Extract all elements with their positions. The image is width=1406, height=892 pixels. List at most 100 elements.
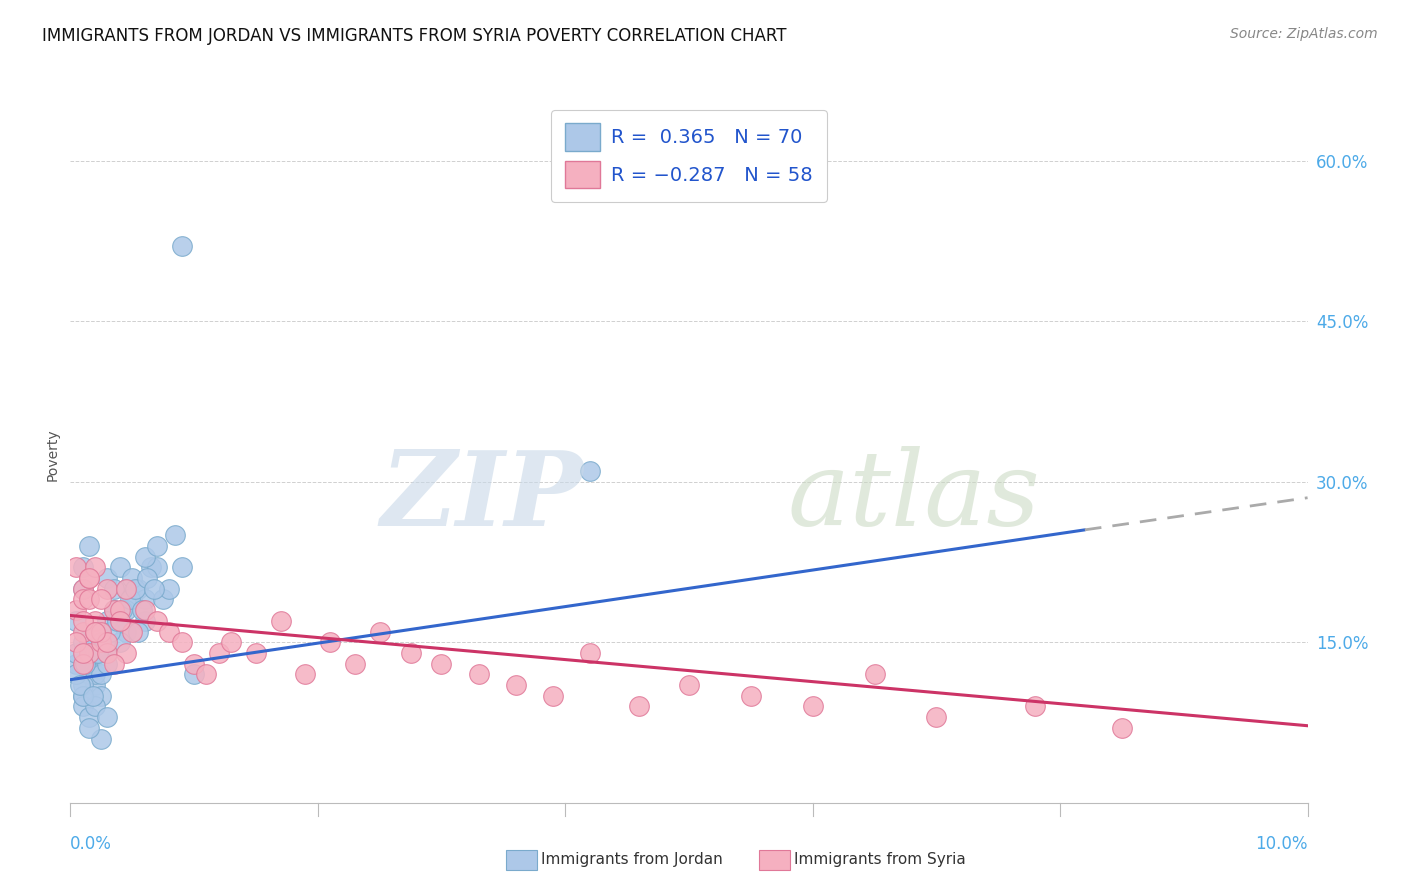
Point <box>165 528 187 542</box>
Point <box>111 603 134 617</box>
Point <box>96 635 118 649</box>
Point <box>103 603 125 617</box>
Point <box>127 582 149 596</box>
Point <box>96 710 118 724</box>
Point <box>65 635 87 649</box>
Point <box>72 582 94 596</box>
Point <box>146 539 169 553</box>
Point <box>319 635 342 649</box>
Point <box>98 624 121 639</box>
Point <box>143 582 166 596</box>
Point <box>65 614 87 628</box>
Point <box>294 667 316 681</box>
Point <box>579 646 602 660</box>
Text: IMMIGRANTS FROM JORDAN VS IMMIGRANTS FROM SYRIA POVERTY CORRELATION CHART: IMMIGRANTS FROM JORDAN VS IMMIGRANTS FRO… <box>42 27 787 45</box>
Point <box>430 657 453 671</box>
Text: 10.0%: 10.0% <box>1256 835 1308 853</box>
Point <box>65 560 87 574</box>
Point <box>77 657 100 671</box>
Point <box>505 678 527 692</box>
Point <box>170 635 193 649</box>
Point <box>94 635 117 649</box>
Point <box>678 678 700 692</box>
Point <box>77 667 100 681</box>
Point <box>72 560 94 574</box>
Point <box>90 635 112 649</box>
Point <box>77 710 100 724</box>
Point <box>219 635 242 649</box>
Point <box>127 624 149 639</box>
Point <box>108 635 131 649</box>
Point <box>77 635 100 649</box>
Point <box>146 560 169 574</box>
Point <box>65 657 87 671</box>
Point <box>72 646 94 660</box>
Point <box>208 646 231 660</box>
Point <box>96 614 118 628</box>
Point <box>90 635 112 649</box>
Point <box>1111 721 1133 735</box>
Point <box>170 560 193 574</box>
Point <box>863 667 886 681</box>
Point <box>84 614 107 628</box>
Point <box>82 689 104 703</box>
Point <box>131 603 153 617</box>
Point <box>343 657 366 671</box>
Point <box>115 603 138 617</box>
Point <box>195 667 218 681</box>
Point <box>740 689 762 703</box>
Point <box>925 710 948 724</box>
Point <box>399 646 422 660</box>
Point <box>1024 699 1046 714</box>
Point <box>121 571 143 585</box>
Point <box>467 667 489 681</box>
Point <box>84 624 107 639</box>
Point <box>103 603 125 617</box>
Point <box>77 571 100 585</box>
Point <box>72 689 94 703</box>
Point <box>134 603 156 617</box>
Point <box>84 560 107 574</box>
Point <box>170 239 193 253</box>
Point <box>115 582 138 596</box>
Point <box>115 624 138 639</box>
Text: Source: ZipAtlas.com: Source: ZipAtlas.com <box>1230 27 1378 41</box>
Point <box>90 689 112 703</box>
Point <box>75 657 97 671</box>
Point <box>77 721 100 735</box>
Text: 0.0%: 0.0% <box>70 835 112 853</box>
Point <box>90 667 112 681</box>
Point <box>96 582 118 596</box>
Point <box>108 603 131 617</box>
Point <box>115 582 138 596</box>
Point <box>801 699 824 714</box>
Point <box>136 571 159 585</box>
Point <box>541 689 564 703</box>
Point <box>90 731 112 746</box>
Point <box>139 560 162 574</box>
Text: Immigrants from Jordan: Immigrants from Jordan <box>541 853 723 867</box>
Point <box>96 646 118 660</box>
Text: ZIP: ZIP <box>381 446 583 548</box>
Point <box>152 592 174 607</box>
Point <box>69 678 91 692</box>
Point <box>628 699 651 714</box>
Point <box>72 635 94 649</box>
Point <box>84 678 107 692</box>
Point <box>77 539 100 553</box>
Point <box>368 624 391 639</box>
Point <box>579 464 602 478</box>
Point <box>115 646 138 660</box>
Point <box>84 699 107 714</box>
Point <box>84 624 107 639</box>
Point <box>77 571 100 585</box>
Point <box>96 571 118 585</box>
Point <box>72 614 94 628</box>
Point <box>118 592 141 607</box>
Text: atlas: atlas <box>787 446 1040 548</box>
Point <box>77 592 100 607</box>
Point <box>157 624 180 639</box>
Point <box>84 646 107 660</box>
Legend: R =  0.365   N = 70, R = −0.287   N = 58: R = 0.365 N = 70, R = −0.287 N = 58 <box>551 110 827 202</box>
Point <box>96 646 118 660</box>
